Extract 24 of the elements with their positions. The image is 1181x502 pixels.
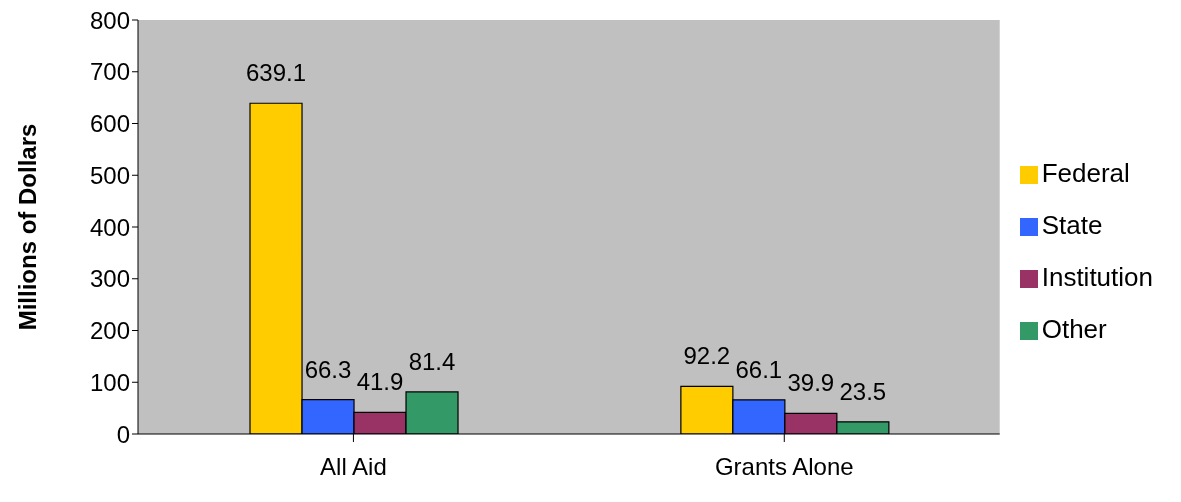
y-tick-label: 300 <box>89 265 130 293</box>
data-label: 92.2 <box>683 342 731 370</box>
y-axis-title: Millions of Dollars <box>13 123 41 331</box>
data-label: 66.1 <box>735 355 783 383</box>
x-tick-label: Grants Alone <box>714 453 854 481</box>
data-label: 41.9 <box>356 368 404 396</box>
y-tick-label: 600 <box>89 110 130 138</box>
y-tick-label: 500 <box>89 161 130 189</box>
legend-label: Other <box>1041 314 1107 344</box>
y-tick-label: 0 <box>116 420 130 448</box>
legend-label: Federal <box>1041 158 1130 188</box>
data-label: 23.5 <box>839 377 887 405</box>
y-tick-label: 700 <box>89 58 130 86</box>
y-tick-label: 200 <box>89 317 130 345</box>
y-tick-label: 400 <box>89 213 130 241</box>
data-label: 39.9 <box>787 369 835 397</box>
data-label: 639.1 <box>245 59 307 87</box>
data-label: 66.3 <box>304 355 352 383</box>
y-tick-label: 100 <box>89 368 130 396</box>
data-label: 81.4 <box>408 347 456 375</box>
legend-label: State <box>1041 210 1103 240</box>
y-tick-label: 800 <box>89 6 130 34</box>
legend-label: Institution <box>1041 262 1153 292</box>
x-tick-label: All Aid <box>320 453 387 481</box>
